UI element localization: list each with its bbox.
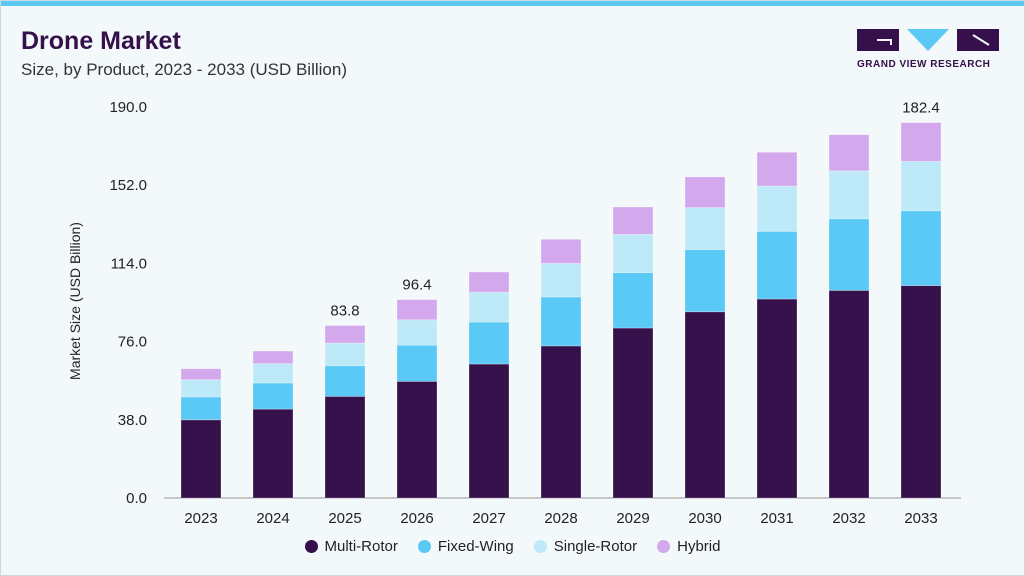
y-tick-label: 0.0 bbox=[126, 490, 147, 507]
y-axis-title: Market Size (USD Billion) bbox=[67, 222, 83, 380]
x-tick-label: 2025 bbox=[328, 510, 361, 527]
bar-segment-fixed-wing-2023 bbox=[180, 396, 222, 421]
bar-segment-single-rotor-2033 bbox=[900, 160, 942, 212]
bar-segment-single-rotor-2025 bbox=[324, 342, 366, 367]
legend-marker bbox=[417, 540, 431, 553]
bar-segment-single-rotor-2023 bbox=[180, 379, 222, 398]
bar-segment-fixed-wing-2033 bbox=[900, 210, 942, 287]
x-tick-label: 2032 bbox=[832, 510, 865, 527]
bar-segment-single-rotor-2024 bbox=[252, 363, 294, 384]
bar-segment-hybrid-2026 bbox=[396, 299, 438, 321]
x-tick-label: 2033 bbox=[904, 510, 937, 527]
bar-segment-fixed-wing-2025 bbox=[324, 365, 366, 397]
bar-segment-fixed-wing-2032 bbox=[828, 218, 870, 291]
bar-segment-multi-rotor-2027 bbox=[468, 363, 510, 499]
legend-item: Multi-Rotor bbox=[304, 538, 398, 555]
y-tick-label: 190.0 bbox=[109, 99, 147, 116]
data-label-2033: 182.4 bbox=[902, 100, 940, 117]
y-tick-label: 114.0 bbox=[111, 255, 147, 272]
bar-segment-hybrid-2032 bbox=[828, 134, 870, 172]
bar-segment-multi-rotor-2025 bbox=[324, 395, 366, 499]
bar-segment-single-rotor-2029 bbox=[612, 233, 654, 274]
legend-item: Fixed-Wing bbox=[417, 538, 514, 555]
chart-subtitle: Size, by Product, 2023 - 2033 (USD Billi… bbox=[21, 60, 347, 79]
grand-view-research-logo bbox=[857, 29, 999, 51]
legend-label: Single-Rotor bbox=[553, 538, 638, 555]
x-tick-label: 2026 bbox=[400, 510, 433, 527]
bar-segment-hybrid-2027 bbox=[468, 271, 510, 293]
data-label-2025: 83.8 bbox=[330, 303, 359, 320]
top-accent-bar bbox=[1, 1, 1024, 6]
bar-segment-hybrid-2031 bbox=[756, 151, 798, 187]
bar-segment-single-rotor-2027 bbox=[468, 291, 510, 323]
bar-segment-single-rotor-2032 bbox=[828, 170, 870, 220]
bar-segment-hybrid-2025 bbox=[324, 325, 366, 344]
bar-segment-single-rotor-2026 bbox=[396, 319, 438, 346]
chart-title: Drone Market bbox=[21, 27, 181, 55]
data-label-2026: 96.4 bbox=[402, 277, 431, 294]
x-tick-label: 2031 bbox=[760, 510, 793, 527]
bar-segment-hybrid-2030 bbox=[684, 176, 726, 209]
legend-marker bbox=[304, 540, 318, 553]
bar-segment-hybrid-2033 bbox=[900, 122, 942, 162]
x-tick-label: 2028 bbox=[544, 510, 577, 527]
y-tick-label: 38.0 bbox=[118, 412, 147, 429]
bar-segment-hybrid-2029 bbox=[612, 206, 654, 235]
bar-segment-hybrid-2024 bbox=[252, 350, 294, 365]
bar-segment-hybrid-2023 bbox=[180, 368, 222, 381]
bar-segment-single-rotor-2031 bbox=[756, 185, 798, 232]
bar-segment-multi-rotor-2032 bbox=[828, 289, 870, 499]
bar-segment-multi-rotor-2023 bbox=[180, 419, 222, 499]
legend-marker bbox=[533, 540, 547, 553]
x-tick-label: 2027 bbox=[472, 510, 505, 527]
legend-label: Fixed-Wing bbox=[437, 538, 514, 555]
x-tick-label: 2030 bbox=[688, 510, 721, 527]
bar-segment-single-rotor-2030 bbox=[684, 207, 726, 251]
bar-segment-hybrid-2028 bbox=[540, 238, 582, 264]
legend-item: Hybrid bbox=[657, 538, 720, 555]
legend-label: Hybrid bbox=[677, 538, 721, 555]
legend-label: Multi-Rotor bbox=[324, 538, 398, 555]
bar-segment-fixed-wing-2026 bbox=[396, 344, 438, 382]
bar-segment-multi-rotor-2024 bbox=[252, 408, 294, 499]
legend-item: Single-Rotor bbox=[533, 538, 638, 555]
bar-segment-fixed-wing-2031 bbox=[756, 230, 798, 300]
bar-segment-multi-rotor-2033 bbox=[900, 285, 942, 499]
legend-marker bbox=[657, 540, 671, 553]
bar-segment-multi-rotor-2030 bbox=[684, 311, 726, 499]
bar-segment-multi-rotor-2029 bbox=[612, 327, 654, 499]
x-tick-label: 2023 bbox=[184, 510, 217, 527]
legend: Multi-Rotor Fixed-Wing Single-Rotor Hybrid bbox=[1, 538, 1024, 555]
bar-segment-single-rotor-2028 bbox=[540, 262, 582, 298]
x-tick-label: 2024 bbox=[256, 510, 289, 527]
bar-segment-multi-rotor-2031 bbox=[756, 298, 798, 499]
bar-segment-fixed-wing-2024 bbox=[252, 382, 294, 410]
logo-text: GRAND VIEW RESEARCH bbox=[857, 59, 991, 70]
x-tick-label: 2029 bbox=[616, 510, 649, 527]
y-tick-label: 152.0 bbox=[109, 177, 147, 194]
bar-segment-fixed-wing-2027 bbox=[468, 321, 510, 365]
bar-segment-fixed-wing-2030 bbox=[684, 249, 726, 313]
bar-segment-fixed-wing-2028 bbox=[540, 296, 582, 347]
bar-segment-multi-rotor-2028 bbox=[540, 345, 582, 499]
bar-segment-multi-rotor-2026 bbox=[396, 380, 438, 499]
y-tick-label: 76.0 bbox=[118, 334, 147, 351]
bar-segment-fixed-wing-2029 bbox=[612, 272, 654, 329]
